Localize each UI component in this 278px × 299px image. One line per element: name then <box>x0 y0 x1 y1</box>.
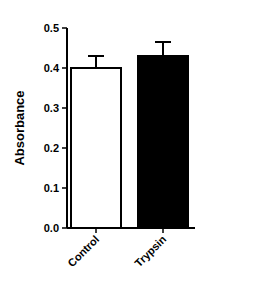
y-tick-label: 0.5 <box>44 22 59 34</box>
error-bar <box>88 56 104 68</box>
x-tick-label: Trypsin <box>132 233 168 269</box>
error-bar <box>155 42 171 56</box>
x-tick-label: Control <box>65 233 101 269</box>
error-line <box>95 56 97 68</box>
y-axis <box>66 28 68 228</box>
y-axis-label: Absorbance <box>12 90 27 165</box>
y-tick-label: 0.1 <box>44 182 59 194</box>
y-tick-label: 0.3 <box>44 102 59 114</box>
bar <box>71 68 121 228</box>
y-tick-label: 0.4 <box>44 62 60 74</box>
error-cap <box>88 55 104 57</box>
error-line <box>162 42 164 56</box>
y-tick-label: 0.2 <box>44 142 59 154</box>
bar <box>138 56 188 228</box>
chart-svg: 0.0 0.1 0.2 0.3 0.4 0.5 Control Trypsin Absorban… <box>0 0 278 299</box>
x-axis <box>67 227 195 229</box>
y-tick-label: 0.0 <box>44 222 59 234</box>
bars <box>71 42 188 228</box>
chart-container: 0.0 0.1 0.2 0.3 0.4 0.5 Control Trypsin Absorban… <box>0 0 278 299</box>
error-cap <box>155 41 171 43</box>
